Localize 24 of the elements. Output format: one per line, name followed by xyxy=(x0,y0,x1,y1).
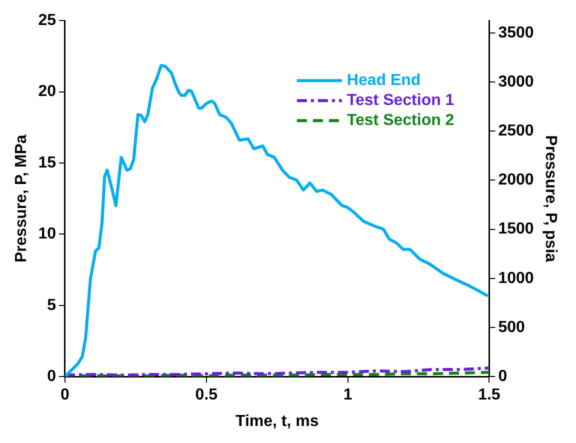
y2-tick-label: 3500 xyxy=(498,24,534,42)
legend-label: Test Section 2 xyxy=(346,112,454,130)
y-tick-label: 5 xyxy=(47,296,56,314)
y2-tick-label: 0 xyxy=(498,368,508,386)
y-axis-title: Pressure, P, MPa xyxy=(13,134,30,262)
x-tick-label: 1 xyxy=(343,386,352,404)
x-tick-label: 0 xyxy=(60,386,70,404)
legend-label: Test Section 1 xyxy=(346,92,454,110)
y-tick-label: 15 xyxy=(38,154,56,172)
y2-tick-label: 1000 xyxy=(498,270,534,287)
x-axis-title: Time, t, ms xyxy=(235,412,319,430)
x-tick-label: 0.5 xyxy=(195,386,218,404)
y2-tick-label: 2500 xyxy=(498,122,534,140)
y2-tick-label: 2000 xyxy=(498,172,534,189)
y2-tick-label: 500 xyxy=(498,318,526,336)
y2-tick-label: 3000 xyxy=(498,73,534,90)
y-tick-label: 25 xyxy=(38,12,56,30)
y2-axis-title: Pressure, P, psia xyxy=(542,135,559,262)
y-tick-label: 10 xyxy=(38,226,56,243)
x-tick-label: 1.5 xyxy=(478,386,500,404)
y-tick-label: 0 xyxy=(47,368,56,386)
y2-tick-label: 1500 xyxy=(498,220,534,238)
legend-label: Head End xyxy=(346,72,421,90)
y-tick-label: 20 xyxy=(38,83,56,100)
